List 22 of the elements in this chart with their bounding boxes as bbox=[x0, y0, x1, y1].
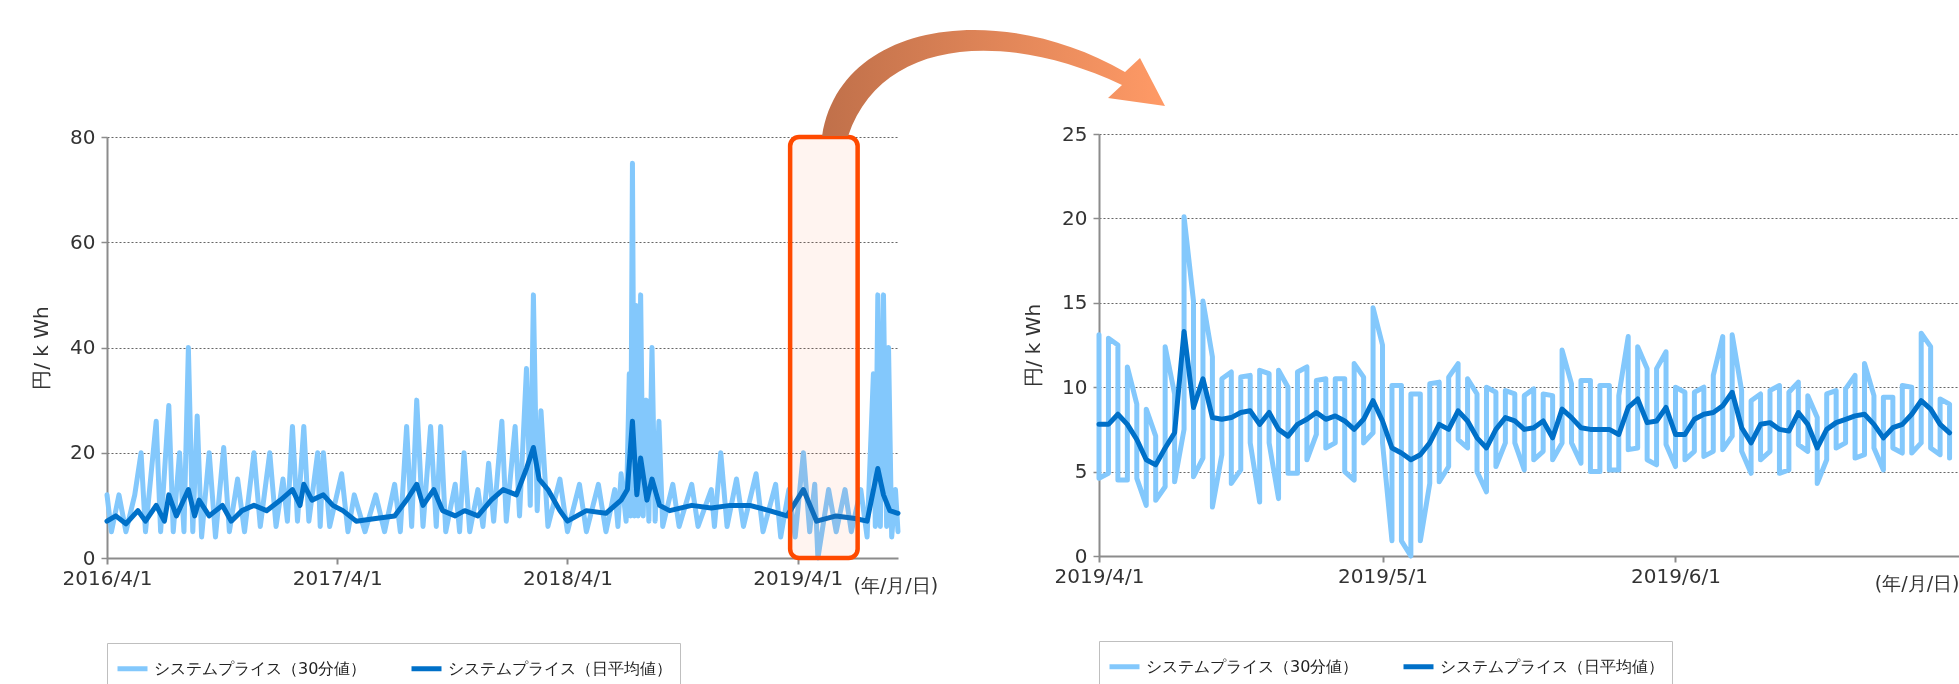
y-tick-label: 40 bbox=[70, 335, 96, 359]
y-tick-label: 25 bbox=[1062, 121, 1088, 146]
legend-label: システムプライス（日平均値） bbox=[1440, 656, 1664, 676]
x-axis-title: (年/月/日) bbox=[853, 573, 939, 596]
legend-label: システムプライス（30分値） bbox=[154, 658, 367, 678]
x-tick-label: 2019/4/1 bbox=[753, 565, 844, 590]
y-axis-title: 円/ k Wh bbox=[29, 306, 54, 390]
x-tick-label: 2018/4/1 bbox=[523, 565, 613, 590]
y-tick-label: 20 bbox=[1062, 205, 1088, 230]
x-tick-label: 2017/4/1 bbox=[292, 565, 383, 590]
y-tick-label: 20 bbox=[70, 440, 96, 465]
legend-label: システムプライス（30分値） bbox=[1146, 656, 1359, 676]
x-tick-label: 2019/5/1 bbox=[1338, 563, 1428, 588]
y-tick-label: 5 bbox=[1074, 459, 1088, 484]
x-tick-label: 2019/6/1 bbox=[1631, 563, 1721, 588]
y-axis-title: 円/ k Wh bbox=[1021, 303, 1046, 388]
x-axis-title: (年/月/日) bbox=[1874, 571, 1959, 594]
y-tick-label: 60 bbox=[70, 229, 96, 254]
y-tick-label: 80 bbox=[70, 124, 96, 149]
y-tick-label: 10 bbox=[1062, 374, 1088, 399]
legend-label: システムプライス（日平均値） bbox=[448, 658, 672, 678]
y-tick-label: 15 bbox=[1062, 290, 1088, 315]
